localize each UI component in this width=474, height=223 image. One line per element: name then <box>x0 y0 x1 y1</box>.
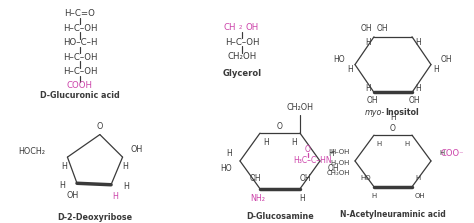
Text: OH: OH <box>408 96 420 105</box>
Text: NH₂: NH₂ <box>250 194 265 203</box>
Text: OH: OH <box>366 96 378 105</box>
Text: O: O <box>277 122 283 131</box>
Text: CH: CH <box>224 23 236 32</box>
Text: COOH: COOH <box>67 81 93 91</box>
Text: OH: OH <box>246 23 259 32</box>
Text: H: H <box>62 162 67 171</box>
Text: H: H <box>404 141 410 147</box>
Text: D-2-Deoxyribose: D-2-Deoxyribose <box>57 213 133 222</box>
Text: H–OH: H–OH <box>331 149 350 155</box>
Text: O: O <box>97 122 103 131</box>
Text: H: H <box>123 162 128 171</box>
Text: H: H <box>415 38 421 47</box>
Text: HO: HO <box>333 55 345 64</box>
Text: H: H <box>371 193 376 199</box>
Text: H: H <box>299 194 305 203</box>
Text: H: H <box>365 38 371 47</box>
Text: HO: HO <box>220 164 232 173</box>
Text: H–C=O: H–C=O <box>64 9 95 19</box>
Text: Glycerol: Glycerol <box>222 68 262 78</box>
Text: 2: 2 <box>239 25 243 30</box>
Text: O: O <box>390 124 396 133</box>
Text: H–C–OH: H–C–OH <box>63 24 97 33</box>
Text: CH₂OH: CH₂OH <box>286 103 313 112</box>
Text: H: H <box>123 182 129 191</box>
Text: O: O <box>305 145 311 154</box>
Text: CH₂OH: CH₂OH <box>228 52 256 61</box>
Text: HOCH₂: HOCH₂ <box>18 147 46 156</box>
Text: OH: OH <box>67 191 79 200</box>
Text: OH: OH <box>360 24 372 33</box>
Text: H: H <box>415 84 421 93</box>
Text: H: H <box>347 65 353 74</box>
Text: OH: OH <box>299 174 311 183</box>
Text: H: H <box>112 192 118 201</box>
Text: H: H <box>439 150 444 156</box>
Text: D-Glucuronic acid: D-Glucuronic acid <box>40 91 120 100</box>
Text: OH: OH <box>415 193 426 199</box>
Text: H: H <box>376 141 382 147</box>
Text: H: H <box>433 65 439 74</box>
Text: OH: OH <box>328 164 340 173</box>
Text: H–C–OH: H–C–OH <box>63 67 97 76</box>
Text: Inositol: Inositol <box>385 108 419 117</box>
Text: H–C–OH: H–C–OH <box>63 53 97 62</box>
Text: H₃C–C–HN: H₃C–C–HN <box>294 157 332 165</box>
Text: H: H <box>390 113 396 122</box>
Text: CH₂OH: CH₂OH <box>327 170 350 176</box>
Text: N-Acetylneuraminic acid: N-Acetylneuraminic acid <box>340 210 446 219</box>
Text: OH: OH <box>441 55 453 64</box>
Text: OH: OH <box>130 145 143 154</box>
Text: HO–C–H: HO–C–H <box>63 38 97 47</box>
Text: H: H <box>59 181 65 190</box>
Text: H: H <box>291 138 297 147</box>
Text: H–OH: H–OH <box>331 160 350 166</box>
Text: COO⁻: COO⁻ <box>441 149 465 157</box>
Text: HO: HO <box>360 175 371 181</box>
Text: myo-: myo- <box>365 108 385 117</box>
Text: D-Glucosamine: D-Glucosamine <box>246 212 314 221</box>
Text: H: H <box>328 149 334 157</box>
Text: H: H <box>226 149 232 157</box>
Text: H: H <box>365 84 371 93</box>
Text: H: H <box>415 175 420 181</box>
Text: OH: OH <box>376 24 388 33</box>
Text: OH: OH <box>249 174 261 183</box>
Text: H–C–OH: H–C–OH <box>225 38 259 47</box>
Text: H: H <box>263 138 269 147</box>
